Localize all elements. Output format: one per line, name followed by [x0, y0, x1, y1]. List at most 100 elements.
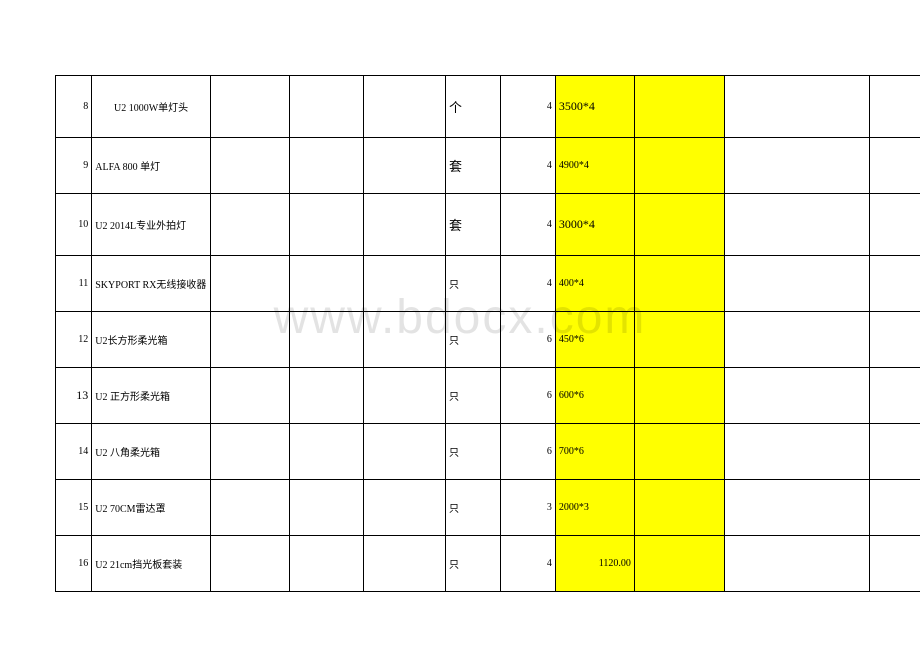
item-name: ALFA 800 单灯 — [92, 138, 211, 194]
empty-cell — [870, 368, 920, 424]
quantity: 6 — [500, 424, 555, 480]
empty-cell — [724, 138, 869, 194]
highlight-empty — [634, 312, 724, 368]
empty-cell — [363, 256, 445, 312]
empty-cell — [363, 368, 445, 424]
price-cell: 450*6 — [555, 312, 634, 368]
empty-cell — [289, 368, 363, 424]
equipment-table: 8U2 1000W单灯头个43500*49ALFA 800 单灯套44900*4… — [55, 75, 920, 592]
table-row: 12U2长方形柔光箱只6450*6 — [56, 312, 920, 368]
highlight-empty — [634, 194, 724, 256]
empty-cell — [724, 194, 869, 256]
empty-cell — [210, 480, 289, 536]
empty-cell — [363, 536, 445, 592]
row-number: 15 — [56, 480, 92, 536]
price-cell: 2000*3 — [555, 480, 634, 536]
row-number: 8 — [56, 76, 92, 138]
empty-cell — [363, 194, 445, 256]
unit: 套 — [445, 138, 500, 194]
quantity: 4 — [500, 536, 555, 592]
highlight-empty — [634, 256, 724, 312]
empty-cell — [210, 256, 289, 312]
price-cell: 3500*4 — [555, 76, 634, 138]
table-row: 13U2 正方形柔光箱 只6600*6 — [56, 368, 920, 424]
highlight-empty — [634, 76, 724, 138]
empty-cell — [870, 480, 920, 536]
empty-cell — [289, 480, 363, 536]
empty-cell — [724, 76, 869, 138]
empty-cell — [724, 424, 869, 480]
highlight-empty — [634, 424, 724, 480]
quantity: 4 — [500, 138, 555, 194]
item-name: U2 2014L专业外拍灯 — [92, 194, 211, 256]
empty-cell — [289, 138, 363, 194]
data-table: 8U2 1000W单灯头个43500*49ALFA 800 单灯套44900*4… — [55, 75, 920, 592]
table-row: 16U2 21cm挡光板套装只4 1120.00 — [56, 536, 920, 592]
highlight-empty — [634, 368, 724, 424]
empty-cell — [210, 138, 289, 194]
item-name: SKYPORT RX无线接收器 — [92, 256, 211, 312]
unit: 只 — [445, 480, 500, 536]
highlight-empty — [634, 536, 724, 592]
highlight-empty — [634, 480, 724, 536]
table-row: 9ALFA 800 单灯 套44900*4 — [56, 138, 920, 194]
empty-cell — [363, 480, 445, 536]
row-number: 11 — [56, 256, 92, 312]
empty-cell — [289, 536, 363, 592]
empty-cell — [289, 194, 363, 256]
empty-cell — [210, 194, 289, 256]
price-cell: 700*6 — [555, 424, 634, 480]
unit: 只 — [445, 536, 500, 592]
unit: 只 — [445, 424, 500, 480]
empty-cell — [289, 256, 363, 312]
table-row: 14U2 八角柔光箱 只6700*6 — [56, 424, 920, 480]
item-name: U2 正方形柔光箱 — [92, 368, 211, 424]
empty-cell — [289, 76, 363, 138]
price-cell: 4900*4 — [555, 138, 634, 194]
unit: 只 — [445, 368, 500, 424]
empty-cell — [724, 368, 869, 424]
highlight-empty — [634, 138, 724, 194]
empty-cell — [363, 312, 445, 368]
item-name: U2 八角柔光箱 — [92, 424, 211, 480]
row-number: 9 — [56, 138, 92, 194]
table-row: 11SKYPORT RX无线接收器只4400*4 — [56, 256, 920, 312]
empty-cell — [870, 138, 920, 194]
table-row: 15U2 70CM雷达罩只32000*3 — [56, 480, 920, 536]
empty-cell — [289, 312, 363, 368]
empty-cell — [363, 138, 445, 194]
row-number: 16 — [56, 536, 92, 592]
empty-cell — [210, 368, 289, 424]
empty-cell — [289, 424, 363, 480]
empty-cell — [363, 424, 445, 480]
item-name: U2 1000W单灯头 — [92, 76, 211, 138]
empty-cell — [210, 424, 289, 480]
quantity: 4 — [500, 76, 555, 138]
empty-cell — [870, 256, 920, 312]
table-row: 8U2 1000W单灯头 个43500*4 — [56, 76, 920, 138]
item-name: U2 21cm挡光板套装 — [92, 536, 211, 592]
empty-cell — [363, 76, 445, 138]
empty-cell — [870, 76, 920, 138]
empty-cell — [210, 536, 289, 592]
price-cell: 600*6 — [555, 368, 634, 424]
price-cell: 400*4 — [555, 256, 634, 312]
empty-cell — [870, 424, 920, 480]
item-name: U2长方形柔光箱 — [92, 312, 211, 368]
row-number: 10 — [56, 194, 92, 256]
quantity: 4 — [500, 256, 555, 312]
quantity: 6 — [500, 312, 555, 368]
unit: 个 — [445, 76, 500, 138]
empty-cell — [724, 312, 869, 368]
empty-cell — [724, 536, 869, 592]
row-number: 13 — [56, 368, 92, 424]
empty-cell — [724, 480, 869, 536]
row-number: 14 — [56, 424, 92, 480]
empty-cell — [870, 536, 920, 592]
quantity: 6 — [500, 368, 555, 424]
quantity: 4 — [500, 194, 555, 256]
empty-cell — [210, 76, 289, 138]
empty-cell — [724, 256, 869, 312]
quantity: 3 — [500, 480, 555, 536]
price-cell: 3000*4 — [555, 194, 634, 256]
